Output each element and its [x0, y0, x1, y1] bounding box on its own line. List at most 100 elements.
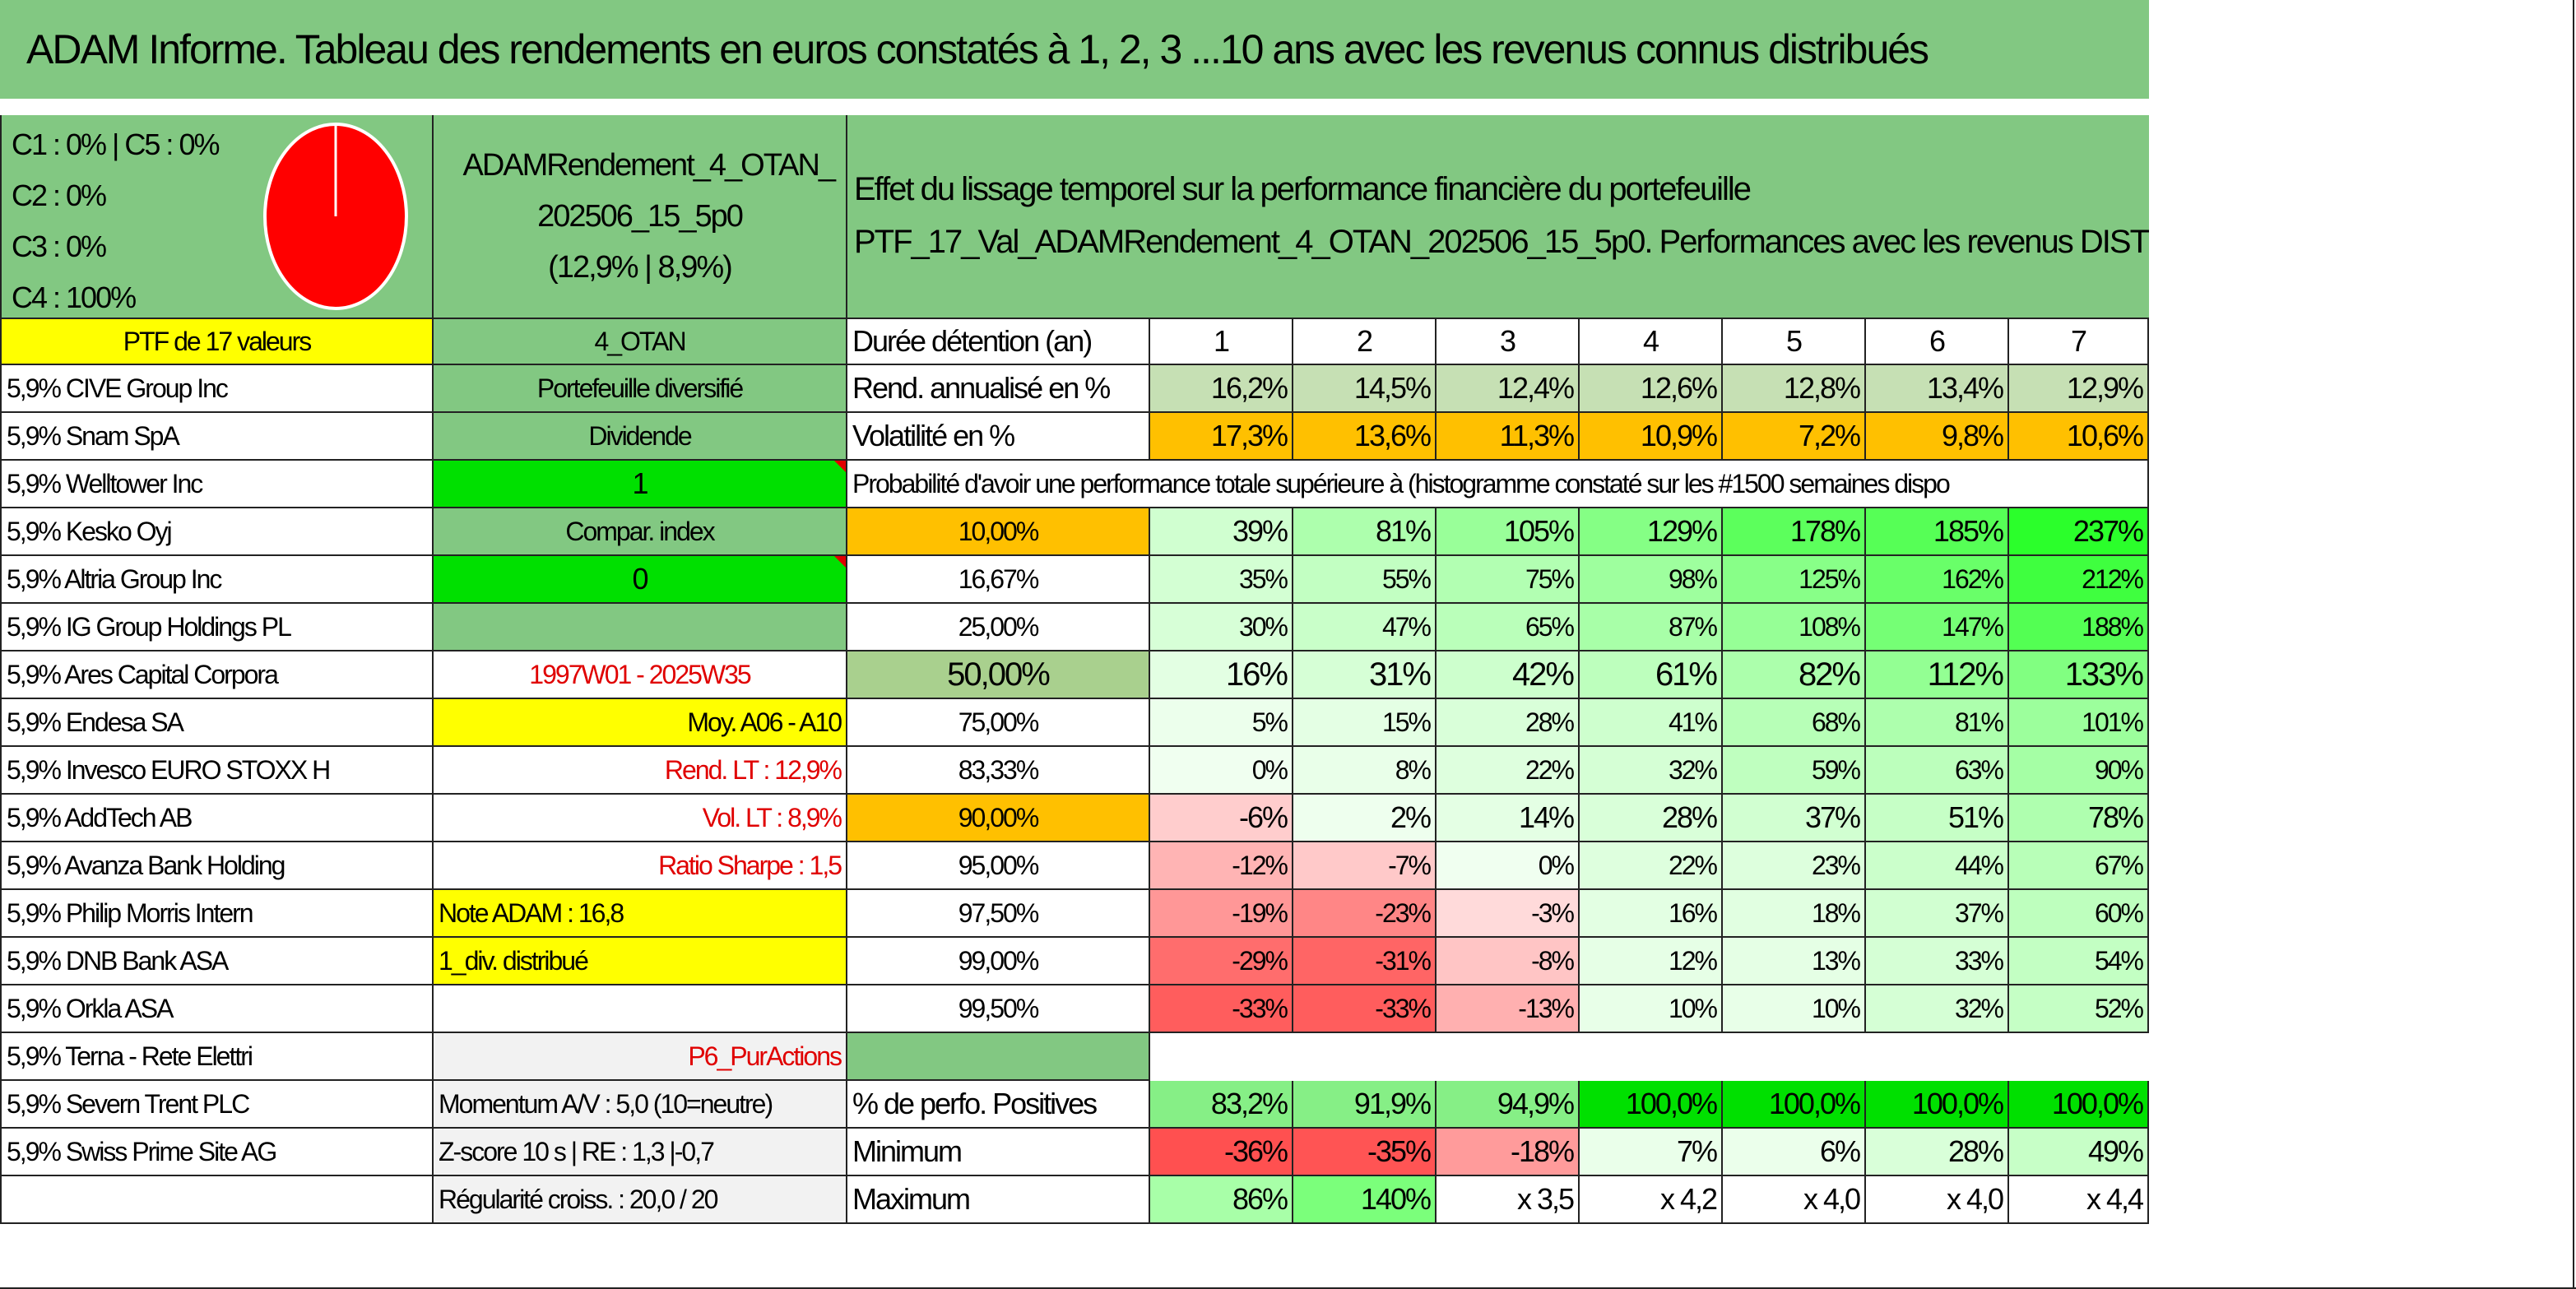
holding-row: 5,9% Welltower Inc: [0, 461, 434, 508]
minimum-value: -18%: [1437, 1129, 1580, 1176]
probability-value: 63%: [1866, 747, 2009, 795]
probability-value: -23%: [1293, 890, 1437, 938]
positive-value: 100,0%: [1866, 1081, 2009, 1129]
probability-value: 13%: [1723, 938, 1866, 985]
probability-value: 15%: [1293, 699, 1437, 747]
probability-value: 28%: [1437, 699, 1580, 747]
holding-row: 5,9% Altria Group Inc: [0, 556, 434, 604]
portfolio-name: ADAMRendement_4_OTAN_ 202506_15_5p0: [462, 148, 837, 234]
probability-value: 28%: [1580, 795, 1723, 842]
holding-row: 5,9% Snam SpA: [0, 413, 434, 461]
probability-value: 39%: [1150, 508, 1293, 556]
vol-value: 10,9%: [1580, 413, 1723, 461]
vol-value: 10,6%: [2009, 413, 2149, 461]
header-description: Effet du lissage temporel sur la perform…: [847, 115, 2149, 318]
info-empty: [434, 985, 847, 1033]
probability-value: 14%: [1437, 795, 1580, 842]
allocation-line: C1 : 0% | C5 : 0%: [12, 128, 220, 161]
info-diversified: Portefeuille diversifié: [434, 365, 847, 413]
minimum-value: 28%: [1866, 1129, 2009, 1176]
minimum-value: -35%: [1293, 1129, 1437, 1176]
probability-threshold: 90,00%: [847, 795, 1150, 842]
vol-value: 17,3%: [1150, 413, 1293, 461]
vol-value: 11,3%: [1437, 413, 1580, 461]
maximum-value: 140%: [1293, 1176, 1437, 1224]
info-regularity: Régularité croiss. : 20,0 / 20: [434, 1176, 847, 1224]
minimum-value: 49%: [2009, 1129, 2149, 1176]
probability-value: 5%: [1150, 699, 1293, 747]
probability-value: 87%: [1580, 604, 1723, 651]
vol-label: Volatilité en %: [847, 413, 1150, 461]
portfolio-name-panel: ADAMRendement_4_OTAN_ 202506_15_5p0 (12,9…: [434, 115, 847, 318]
probability-value: 162%: [1866, 556, 2009, 604]
holding-row: 5,9% Endesa SA: [0, 699, 434, 747]
maximum-value: x 4,0: [1723, 1176, 1866, 1224]
holding-row: 5,9% Kesko Oyj: [0, 508, 434, 556]
ptf-count: PTF de 17 valeurs: [0, 318, 434, 365]
probability-value: 147%: [1866, 604, 2009, 651]
probability-value: 16%: [1150, 651, 1293, 699]
holding-row: 5,9% Orkla ASA: [0, 985, 434, 1033]
year-header: 4: [1580, 318, 1723, 365]
positive-value: 100,0%: [1723, 1081, 1866, 1129]
probability-threshold: 83,33%: [847, 747, 1150, 795]
probability-value: 65%: [1437, 604, 1580, 651]
probability-value: 37%: [1723, 795, 1866, 842]
probability-value: -8%: [1437, 938, 1580, 985]
probability-value: 82%: [1723, 651, 1866, 699]
probability-value: 212%: [2009, 556, 2149, 604]
year-header: 2: [1293, 318, 1437, 365]
minimum-value: -36%: [1150, 1129, 1293, 1176]
info-note: Note ADAM : 16,8: [434, 890, 847, 938]
positive-value: 91,9%: [1293, 1081, 1437, 1129]
probability-value: 54%: [2009, 938, 2149, 985]
positive-label: % de perfo. Positives: [847, 1081, 1150, 1129]
probability-value: 10%: [1580, 985, 1723, 1033]
probability-value: 33%: [1866, 938, 2009, 985]
probability-value: 237%: [2009, 508, 2149, 556]
holding-row: 5,9% Philip Morris Intern: [0, 890, 434, 938]
probability-threshold: 75,00%: [847, 699, 1150, 747]
maximum-value: 86%: [1150, 1176, 1293, 1224]
probability-value: 67%: [2009, 842, 2149, 890]
probability-value: 188%: [2009, 604, 2149, 651]
probability-value: 61%: [1580, 651, 1723, 699]
probability-threshold: 16,67%: [847, 556, 1150, 604]
probability-value: -33%: [1293, 985, 1437, 1033]
allocation-line: C2 : 0%: [12, 179, 107, 212]
probability-value: 59%: [1723, 747, 1866, 795]
info-zero: 0: [434, 556, 847, 604]
probability-value: 41%: [1580, 699, 1723, 747]
probability-value: 81%: [1293, 508, 1437, 556]
holding-row: 5,9% IG Group Holdings PL: [0, 604, 434, 651]
positive-value: 100,0%: [1580, 1081, 1723, 1129]
positive-value: 94,9%: [1437, 1081, 1580, 1129]
info-momentum: Momentum A/V : 5,0 (10=neutre): [434, 1081, 847, 1129]
probability-value: 125%: [1723, 556, 1866, 604]
info-p6: P6_PurActions: [434, 1033, 847, 1081]
info-rend: Rend. LT : 12,9%: [434, 747, 847, 795]
probability-value: -6%: [1150, 795, 1293, 842]
probability-value: 2%: [1293, 795, 1437, 842]
holding-row: 5,9% CIVE Group Inc: [0, 365, 434, 413]
probability-threshold: 50,00%: [847, 651, 1150, 699]
probability-value: 60%: [2009, 890, 2149, 938]
year-header: 1: [1150, 318, 1293, 365]
probability-value: 30%: [1150, 604, 1293, 651]
info-div: 1_div. distribué: [434, 938, 847, 985]
probability-value: 81%: [1866, 699, 2009, 747]
probability-value: 75%: [1437, 556, 1580, 604]
maximum-label: Maximum: [847, 1176, 1150, 1224]
probability-label: Probabilité d'avoir une performance tota…: [847, 461, 2149, 508]
probability-value: 32%: [1866, 985, 2009, 1033]
year-header: 3: [1437, 318, 1580, 365]
holding-empty: [0, 1176, 434, 1224]
probability-value: -7%: [1293, 842, 1437, 890]
probability-value: 22%: [1580, 842, 1723, 890]
year-header: 6: [1866, 318, 2009, 365]
probability-value: -33%: [1150, 985, 1293, 1033]
probability-value: 129%: [1580, 508, 1723, 556]
probability-value: 8%: [1293, 747, 1437, 795]
positive-value: 83,2%: [1150, 1081, 1293, 1129]
